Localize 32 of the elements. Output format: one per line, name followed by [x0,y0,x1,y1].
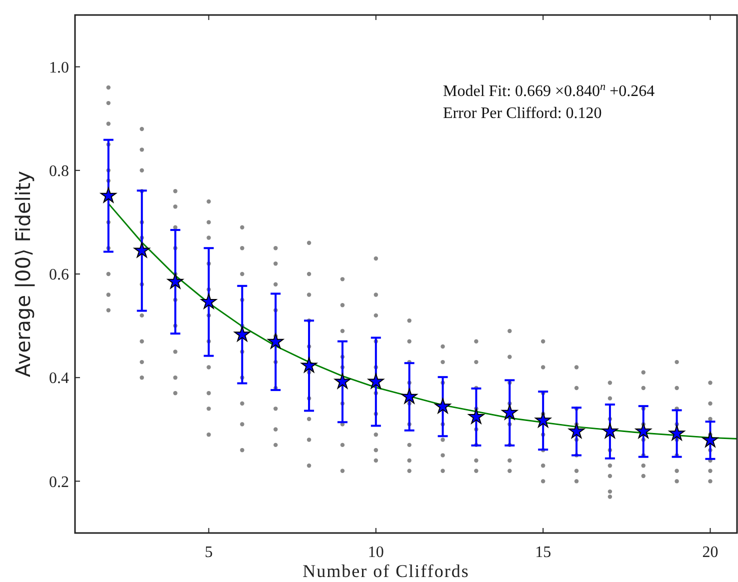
point [100,187,116,203]
point [234,326,250,342]
point [702,432,718,448]
point [301,357,318,373]
point [167,273,184,289]
x-axis-title: Number of Cliffords [302,561,470,581]
point [368,373,384,389]
point [502,404,518,420]
y-axis-title: Average |00⟩ Fidelity [11,170,35,378]
point [134,242,150,258]
y-tick-label: 0.2 [49,474,69,491]
x-tick-label: 10 [368,544,384,561]
point [468,408,484,424]
point [635,423,652,438]
point [602,423,618,438]
y-tick-label: 0.6 [49,266,69,284]
point [568,423,585,438]
annotation: Error Per Clifford: 0.120 [443,105,602,122]
point [535,412,552,428]
point [334,373,350,389]
point [668,425,685,440]
point [434,398,451,414]
point [200,294,217,309]
y-tick-label: 0.8 [49,163,69,180]
x-tick-label: 15 [535,544,552,561]
point [268,333,284,349]
annotation: Model Fit: 0.669 ×0.840$^{n}$ +0.264 [443,81,655,100]
y-tick-label: 1.0 [49,59,69,76]
x-tick-label: 5 [204,544,213,561]
point [401,388,418,404]
y-tick-label: 0.4 [49,370,69,388]
x-tick-label: 20 [702,544,718,561]
